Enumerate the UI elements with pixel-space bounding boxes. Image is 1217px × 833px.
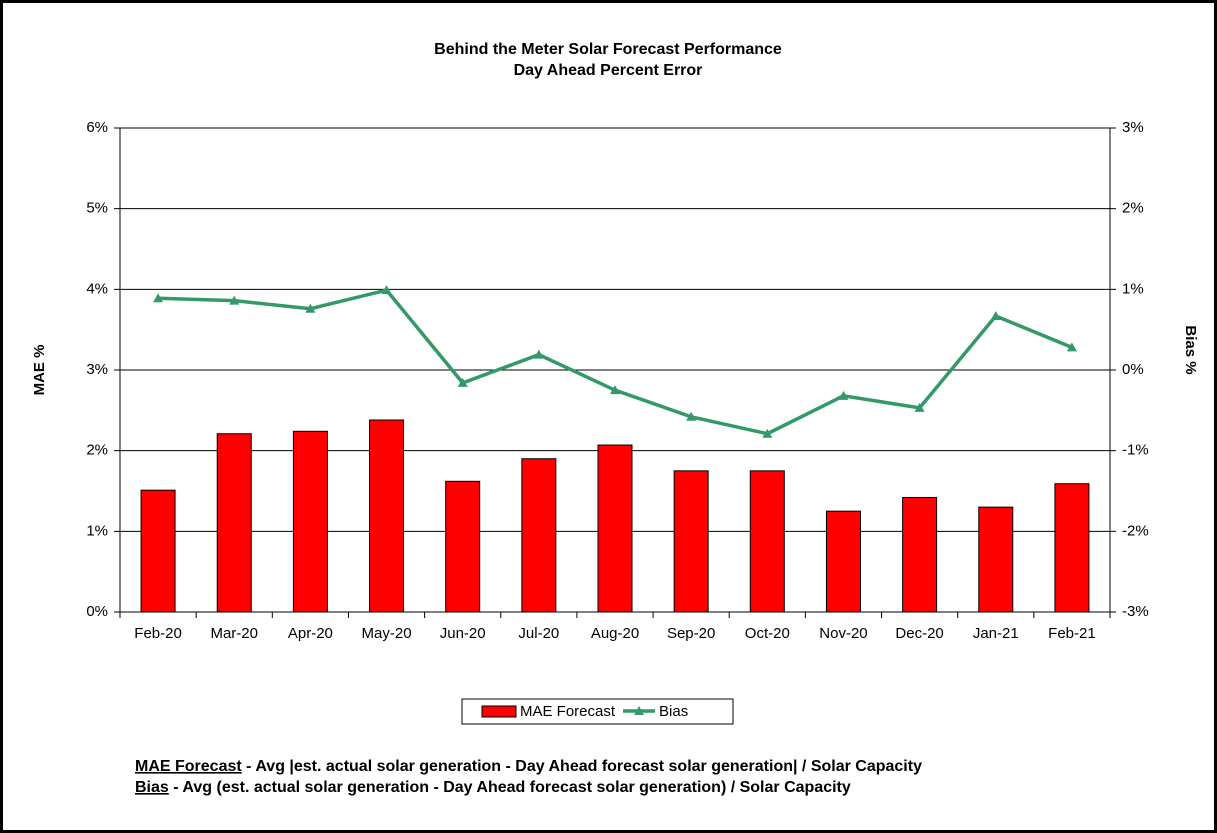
x-tick-label: Mar-20 <box>210 625 258 642</box>
bar <box>673 470 709 613</box>
bias-marker <box>762 428 773 438</box>
y-tick-label: 2% <box>86 442 108 459</box>
y2-tick-label: -3% <box>1122 603 1149 620</box>
bar <box>292 430 328 613</box>
bias-marker <box>533 349 544 359</box>
bias-marker <box>990 310 1001 320</box>
note: Bias - Avg (est. actual solar generation… <box>135 779 851 796</box>
bias-marker <box>457 377 468 387</box>
x-tick-label: Jan-21 <box>973 625 1019 642</box>
note-term: Bias <box>135 779 169 796</box>
bias-marker <box>153 293 164 303</box>
legend-swatch <box>481 705 517 718</box>
y2-tick-label: -1% <box>1122 442 1149 459</box>
bar <box>825 510 861 613</box>
bias-marker <box>914 402 925 412</box>
bar <box>216 433 252 613</box>
bar <box>445 480 481 613</box>
bias-marker <box>686 411 697 421</box>
y-tick-label: 6% <box>86 119 108 136</box>
bar <box>369 419 405 613</box>
x-tick-label: Jun-20 <box>440 625 486 642</box>
note: MAE Forecast - Avg |est. actual solar ge… <box>135 758 922 775</box>
x-tick-label: May-20 <box>362 625 412 642</box>
note-text: - Avg (est. actual solar generation - Da… <box>169 779 851 796</box>
y2-tick-label: -2% <box>1122 522 1149 539</box>
bias-marker <box>838 390 849 400</box>
bar <box>1054 483 1090 613</box>
bar <box>140 489 176 613</box>
note-text: - Avg |est. actual solar generation - Da… <box>242 758 922 775</box>
x-tick-label: Apr-20 <box>288 625 333 642</box>
bar <box>978 506 1014 613</box>
y-tick-label: 3% <box>86 361 108 378</box>
y2-tick-label: 2% <box>1122 200 1144 217</box>
bar <box>749 470 785 613</box>
y2-tick-label: 1% <box>1122 280 1144 297</box>
bias-marker <box>610 385 620 395</box>
bias-marker <box>1066 342 1077 352</box>
y2-tick-label: 0% <box>1122 361 1144 378</box>
chart-subtitle: Day Ahead Percent Error <box>514 62 703 79</box>
x-tick-label: Sep-20 <box>667 625 715 642</box>
y-axis-label: MAE % <box>31 345 48 396</box>
x-tick-label: Oct-20 <box>745 625 790 642</box>
bias-marker <box>229 295 240 305</box>
y-tick-label: 5% <box>86 200 108 217</box>
x-tick-label: Nov-20 <box>819 625 867 642</box>
legend-label: Bias <box>659 703 688 720</box>
x-tick-label: Aug-20 <box>591 625 639 642</box>
x-tick-label: Feb-20 <box>134 625 182 642</box>
legend-label: MAE Forecast <box>520 703 616 720</box>
y-tick-label: 0% <box>86 603 108 620</box>
bar <box>902 496 938 613</box>
bias-marker <box>381 285 392 295</box>
y2-tick-label: 3% <box>1122 119 1144 136</box>
chart-title: Behind the Meter Solar Forecast Performa… <box>434 41 782 58</box>
bar <box>597 444 633 613</box>
legend-marker <box>634 706 645 715</box>
y-tick-label: 1% <box>86 522 108 539</box>
note-term: MAE Forecast <box>135 758 242 775</box>
y-tick-label: 4% <box>86 280 108 297</box>
x-tick-label: Jul-20 <box>518 625 559 642</box>
x-tick-label: Dec-20 <box>895 625 943 642</box>
y2-axis-label: Bias % <box>1182 325 1199 374</box>
bar <box>521 458 557 613</box>
x-tick-label: Feb-21 <box>1048 625 1096 642</box>
bias-marker <box>305 303 316 313</box>
